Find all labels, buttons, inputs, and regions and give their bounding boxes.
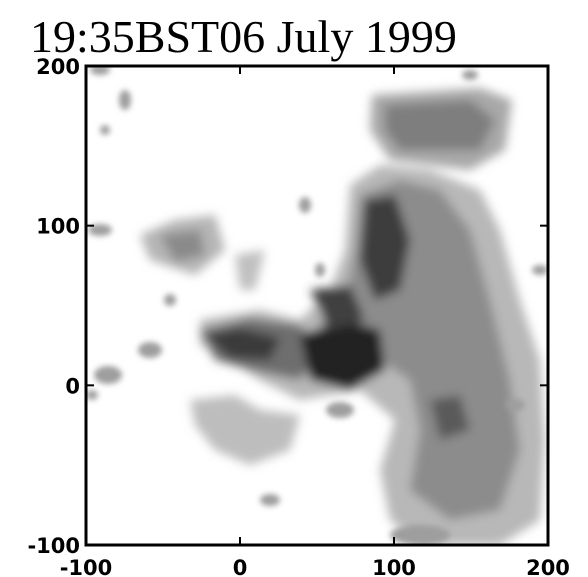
y-tick-label: 0 <box>65 374 80 398</box>
x-tick-label: 200 <box>526 556 570 577</box>
y-tick-label: -100 <box>27 534 80 558</box>
chart-title: 19:35BST06 July 1999 <box>30 11 457 62</box>
radar-field <box>86 66 548 545</box>
x-tick-label: 0 <box>233 556 248 577</box>
plot-frame <box>84 64 550 547</box>
x-tick-label: -100 <box>60 556 113 577</box>
y-tick-label: 200 <box>36 55 80 79</box>
y-tick-label: 100 <box>36 215 80 239</box>
x-tick-label: 100 <box>372 556 416 577</box>
